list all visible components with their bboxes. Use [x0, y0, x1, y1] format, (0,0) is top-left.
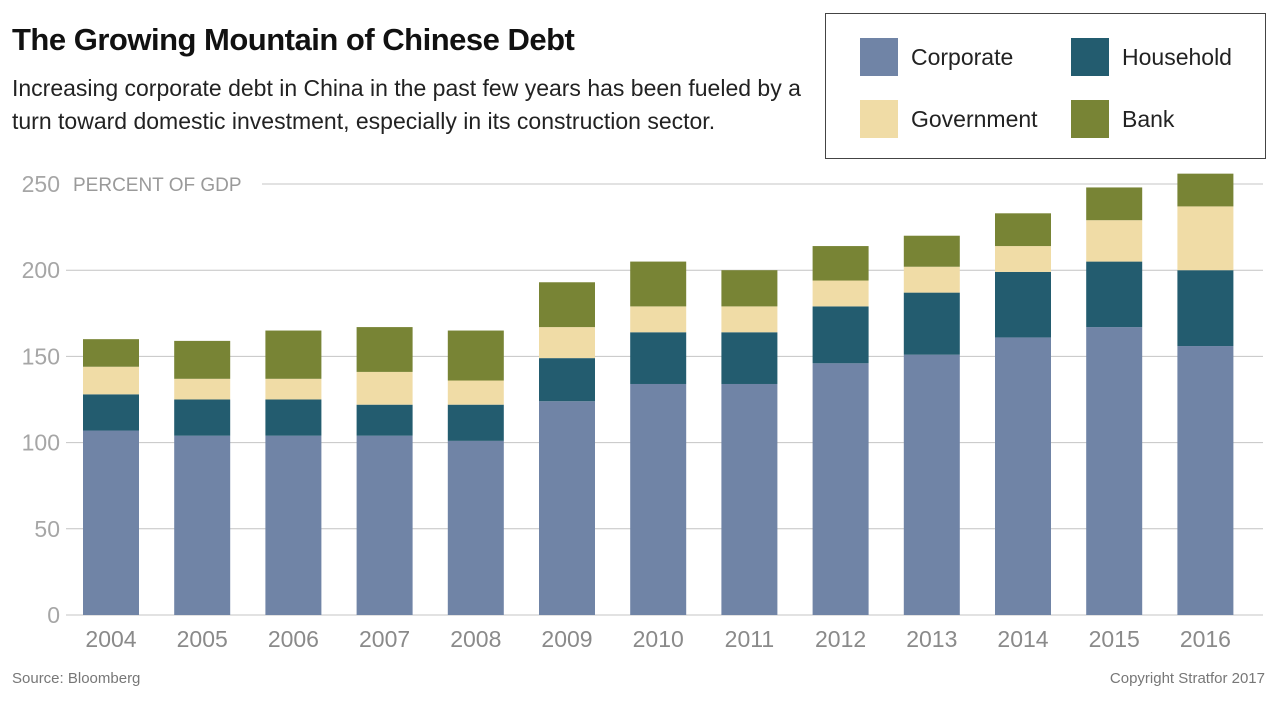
y-tick-label-100: 100	[22, 430, 60, 456]
x-tick-label-2010: 2010	[633, 626, 684, 652]
bar-government-2005	[174, 378, 231, 400]
legend-swatch-government	[860, 100, 898, 138]
bar-bank-2008	[447, 330, 504, 381]
bar-household-2010	[630, 332, 687, 384]
x-tick-label-2016: 2016	[1180, 626, 1231, 652]
legend-item-household: Household	[1071, 38, 1232, 76]
bar-household-2016	[1177, 270, 1234, 347]
bar-government-2016	[1177, 206, 1234, 271]
legend-item-corporate: Corporate	[860, 38, 1013, 76]
bar-government-2012	[812, 280, 869, 307]
bar-household-2004	[83, 394, 139, 431]
x-tick-label-2006: 2006	[268, 626, 319, 652]
y-tick-label-200: 200	[22, 257, 60, 283]
bar-household-2011	[721, 332, 778, 384]
bar-bank-2012	[812, 246, 869, 281]
bar-bank-2013	[903, 235, 960, 267]
bar-government-2011	[721, 306, 778, 333]
x-tick-label-2007: 2007	[359, 626, 410, 652]
bar-corporate-2010	[630, 383, 687, 615]
x-tick-label-2015: 2015	[1089, 626, 1140, 652]
bar-bank-2015	[1086, 187, 1143, 221]
bar-household-2013	[903, 292, 960, 355]
bar-corporate-2008	[447, 440, 504, 615]
legend-swatch-corporate	[860, 38, 898, 76]
legend-label-bank: Bank	[1122, 105, 1175, 132]
legend-item-government: Government	[860, 100, 1038, 138]
bar-corporate-2009	[539, 401, 595, 615]
legend-swatch-household	[1071, 38, 1109, 76]
bar-corporate-2007	[356, 435, 413, 615]
bar-household-2009	[539, 358, 595, 402]
chart-subtitle: Increasing corporate debt in China in th…	[12, 75, 801, 134]
bar-corporate-2005	[174, 435, 231, 615]
legend-label-government: Government	[911, 105, 1038, 132]
bar-bank-2005	[174, 340, 231, 379]
bar-corporate-2014	[995, 337, 1051, 615]
bar-corporate-2012	[812, 363, 869, 615]
bar-bank-2011	[721, 270, 778, 307]
y-axis-title: PERCENT OF GDP	[73, 175, 242, 196]
bar-bank-2007	[356, 327, 413, 372]
x-tick-label-2008: 2008	[450, 626, 501, 652]
y-tick-label-0: 0	[47, 602, 60, 628]
chart-title: The Growing Mountain of Chinese Debt	[12, 22, 575, 57]
bar-government-2015	[1086, 220, 1143, 262]
bar-household-2015	[1086, 261, 1143, 328]
y-tick-label-250: 250	[22, 171, 60, 197]
legend-label-corporate: Corporate	[911, 43, 1014, 70]
bar-government-2006	[265, 378, 322, 400]
bar-corporate-2016	[1177, 346, 1234, 615]
bar-bank-2004	[83, 339, 139, 367]
x-tick-label-2013: 2013	[906, 626, 957, 652]
bar-government-2009	[539, 327, 595, 359]
bar-government-2013	[903, 266, 960, 293]
bar-household-2005	[174, 399, 231, 436]
bar-government-2004	[83, 366, 139, 395]
x-tick-label-2014: 2014	[997, 626, 1048, 652]
copyright-note: Copyright Stratfor 2017	[1109, 670, 1265, 687]
bar-corporate-2013	[903, 354, 960, 615]
bar-bank-2016	[1177, 173, 1234, 207]
bar-government-2007	[356, 371, 413, 405]
bar-government-2014	[995, 246, 1051, 272]
chart-legend: Corporate Household Government Bank	[825, 13, 1266, 159]
y-tick-label-50: 50	[34, 516, 60, 542]
bar-household-2012	[812, 306, 869, 364]
x-tick-label-2011: 2011	[725, 626, 774, 652]
bar-corporate-2011	[721, 383, 778, 615]
source-note: Source: Bloomberg	[12, 670, 141, 687]
x-tick-label-2005: 2005	[177, 626, 228, 652]
bar-bank-2006	[265, 330, 322, 379]
bar-household-2007	[356, 404, 413, 436]
legend-label-household: Household	[1122, 43, 1232, 70]
bar-government-2010	[630, 306, 687, 333]
bar-corporate-2004	[83, 430, 139, 615]
x-tick-label-2004: 2004	[85, 626, 136, 652]
legend-swatch-bank	[1071, 100, 1109, 138]
bar-government-2008	[447, 380, 504, 405]
x-tick-label-2012: 2012	[815, 626, 866, 652]
bar-bank-2009	[539, 282, 595, 328]
bar-bank-2014	[995, 213, 1051, 247]
bar-household-2006	[265, 399, 322, 436]
bar-household-2008	[447, 404, 504, 441]
bar-corporate-2006	[265, 435, 322, 615]
bar-corporate-2015	[1086, 327, 1143, 615]
bar-bank-2010	[630, 261, 687, 307]
x-tick-label-2009: 2009	[541, 626, 592, 652]
y-tick-label-150: 150	[22, 343, 60, 369]
bar-household-2014	[995, 271, 1051, 338]
legend-item-bank: Bank	[1071, 100, 1174, 138]
